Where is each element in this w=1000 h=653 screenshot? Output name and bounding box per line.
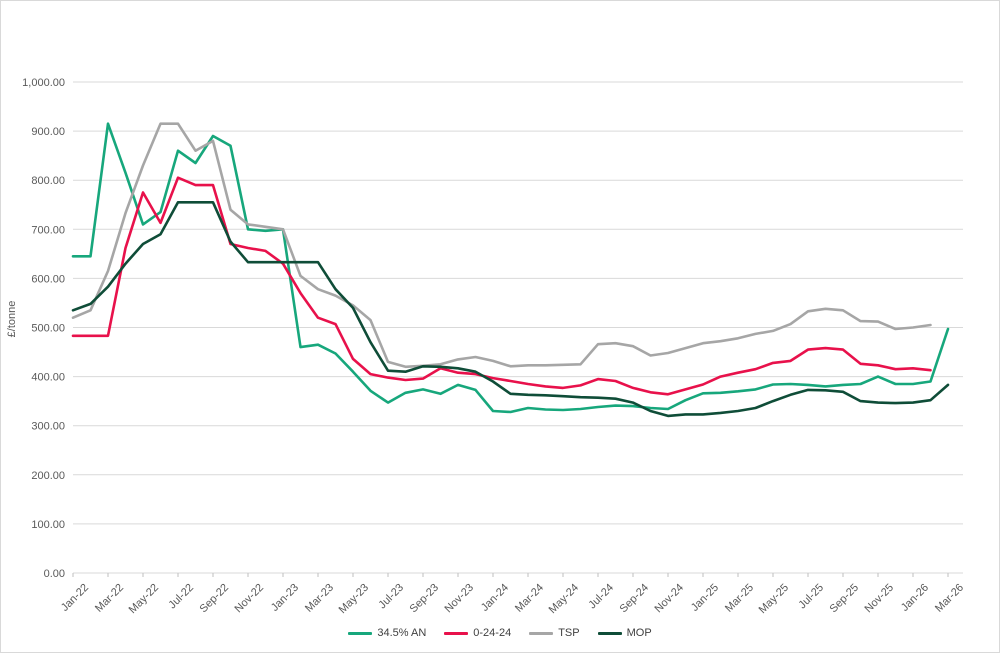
y-tick-label: 1,000.00 [22,77,65,89]
x-tick-label: Jul-23 [376,582,406,612]
x-tick-label: Jan-26 [899,582,931,614]
x-tick-label: Nov-22 [233,582,267,616]
x-tick-label: May-22 [127,582,161,616]
x-tick-label: Jul-22 [166,582,196,612]
x-tick-label: Mar-23 [303,582,336,615]
x-tick-label: Nov-23 [443,582,477,616]
series-line-0-24-24 [71,176,932,396]
x-tick-label: Mar-26 [933,582,966,615]
legend-swatch [597,631,622,635]
x-tick-label: Jan-24 [479,582,511,614]
y-tick-label: 600.00 [31,273,65,285]
x-tick-label: Nov-25 [863,582,897,616]
legend-swatch [348,631,373,635]
y-tick-label: 100.00 [31,519,65,531]
y-tick-label: 0.00 [44,568,65,580]
legend-item-0-24-24: 0-24-24 [444,627,511,639]
x-tick-label: Mar-25 [723,582,756,615]
y-tick-label: 700.00 [31,224,65,236]
legend-item-34-5-an: 34.5% AN [348,627,426,639]
legend-label: MOP [626,627,652,639]
legend-item-mop: MOP [597,627,652,639]
legend-item-tsp: TSP [529,627,580,639]
y-tick-label: 800.00 [31,175,65,187]
x-tick-label: Sep-22 [198,582,232,616]
legend-label: TSP [558,627,580,639]
x-tick-label: Jan-23 [269,582,301,614]
chart-legend: 34.5% AN 0-24-24 TSP MOP [1,627,999,639]
y-tick-label: 500.00 [31,323,65,335]
x-tick-label: Sep-23 [408,582,442,616]
legend-label: 34.5% AN [377,627,427,639]
x-tick-label: May-23 [337,582,371,616]
x-tick-label: Jan-22 [59,582,91,614]
x-tick-label: Mar-22 [93,582,126,615]
legend-label: 0-24-24 [473,627,512,639]
y-tick-label: 200.00 [31,470,65,482]
x-tick-label: Mar-24 [513,582,546,615]
x-tick-label: May-25 [757,582,791,616]
x-tick-label: May-24 [547,582,581,616]
x-tick-label: Jul-24 [586,582,616,612]
series-line-tsp [71,122,932,369]
y-tick-label: 900.00 [31,126,65,138]
x-tick-label: Jan-25 [689,582,721,614]
x-tick-label: Sep-24 [618,582,652,616]
series-line-mop [71,201,950,418]
x-tick-label: Sep-25 [828,582,862,616]
legend-swatch [529,631,554,635]
y-tick-label: 300.00 [31,421,65,433]
x-tick-label: Nov-24 [653,582,687,616]
y-axis-title: £/tonne [6,300,18,338]
y-tick-label: 400.00 [31,372,65,384]
legend-swatch [444,631,469,635]
series-line-34-5-an [71,122,950,414]
x-tick-label: Jul-25 [796,582,826,612]
